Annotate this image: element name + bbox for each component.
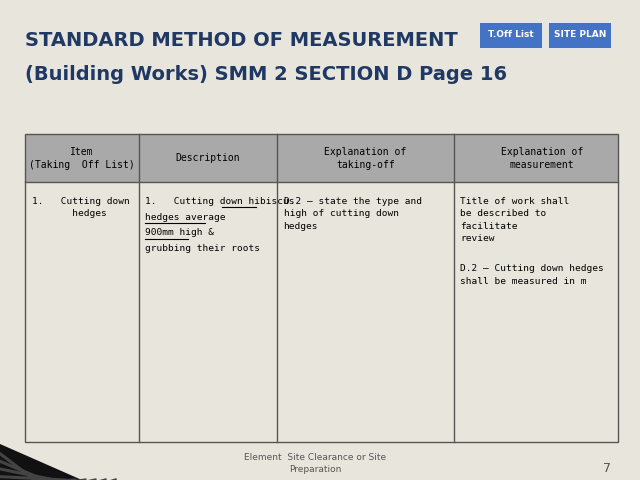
Text: Element  Site Clearance or Site
Preparation: Element Site Clearance or Site Preparati… — [244, 453, 386, 474]
Text: T.Off List: T.Off List — [488, 30, 533, 39]
Text: 900mm high &: 900mm high & — [145, 228, 214, 238]
Text: Description: Description — [175, 154, 240, 163]
Text: D.2 – state the type and
high of cutting down
hedges: D.2 – state the type and high of cutting… — [284, 197, 422, 231]
Text: 7: 7 — [604, 461, 611, 475]
Text: 1.   Cutting down hibiscus: 1. Cutting down hibiscus — [145, 197, 294, 206]
FancyBboxPatch shape — [548, 22, 611, 48]
Text: Explanation of
taking-off: Explanation of taking-off — [324, 147, 406, 170]
Text: Title of work shall
be described to
facilitate
review: Title of work shall be described to faci… — [460, 197, 569, 243]
Text: grubbing their roots: grubbing their roots — [145, 244, 260, 253]
FancyBboxPatch shape — [479, 22, 542, 48]
Text: hedges average: hedges average — [145, 213, 225, 222]
Text: STANDARD METHOD OF MEASUREMENT: STANDARD METHOD OF MEASUREMENT — [25, 31, 458, 50]
Text: Item
(Taking  Off List): Item (Taking Off List) — [29, 147, 135, 170]
Text: Explanation of
measurement: Explanation of measurement — [501, 147, 583, 170]
Polygon shape — [0, 444, 82, 480]
Text: SITE PLAN: SITE PLAN — [554, 30, 606, 39]
Text: 1.   Cutting down
       hedges: 1. Cutting down hedges — [31, 197, 129, 218]
Bar — [25, 134, 618, 442]
Text: D.2 – Cutting down hedges
shall be measured in m: D.2 – Cutting down hedges shall be measu… — [460, 264, 604, 286]
Bar — [25, 134, 618, 182]
Text: (Building Works) SMM 2 SECTION D Page 16: (Building Works) SMM 2 SECTION D Page 16 — [25, 65, 508, 84]
